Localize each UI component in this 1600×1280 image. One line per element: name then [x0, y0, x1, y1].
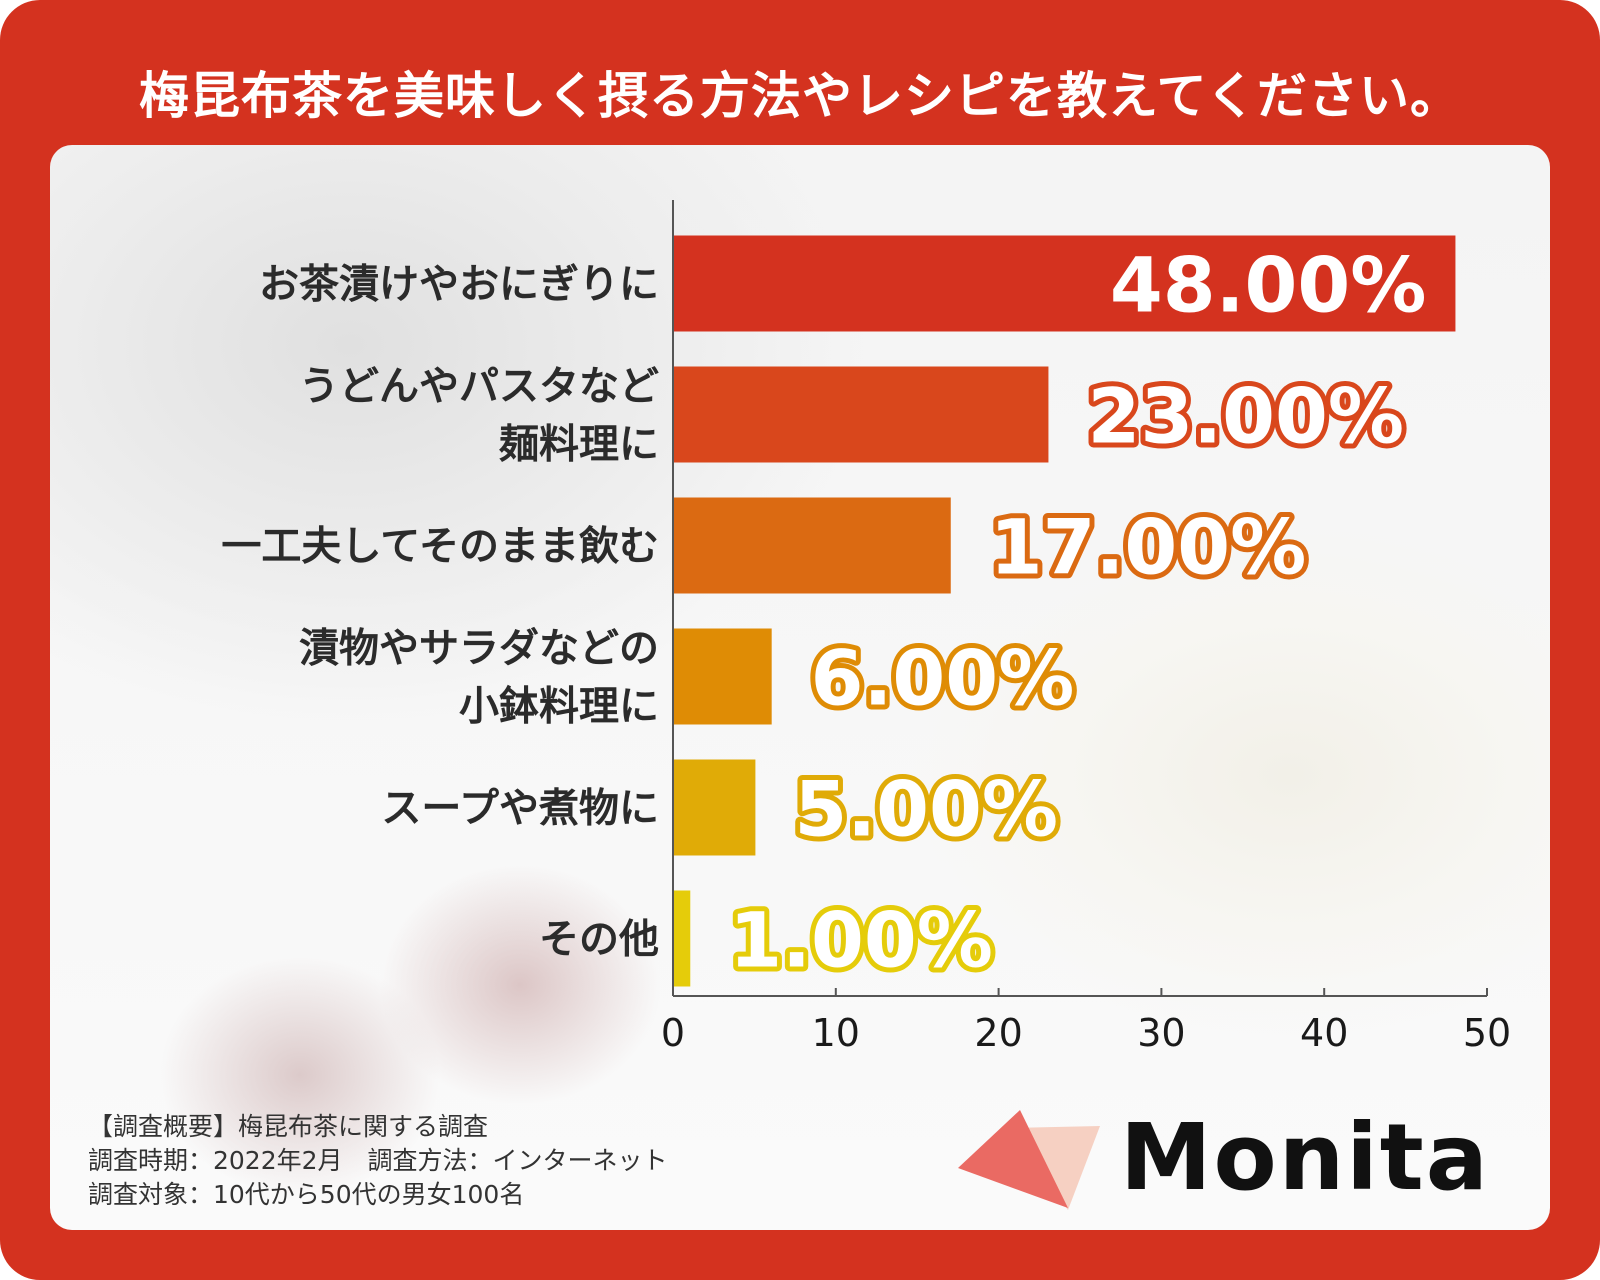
category-label: お茶漬けやおにぎりに [259, 262, 659, 308]
chart-title: 梅昆布茶を美味しく摂る方法やレシピを教えてください。 [139, 67, 1461, 125]
survey-summary-line-3: 調査対象：10代から50代の男女100名 [88, 1180, 525, 1209]
x-tick-label: 30 [1137, 1011, 1185, 1055]
logo-wordmark: Monita [1120, 1104, 1490, 1211]
survey-summary-line-1: 【調査概要】梅昆布茶に関する調査 [88, 1112, 489, 1141]
survey-summary: 【調査概要】梅昆布茶に関する調査 調査時期：2022年2月 調査方法：インターネ… [88, 1110, 668, 1212]
x-tick-label: 0 [661, 1011, 685, 1055]
bar [674, 235, 1456, 332]
bar [674, 366, 1049, 463]
x-tick-label: 40 [1300, 1011, 1348, 1055]
monita-logo: Monita [950, 1098, 1510, 1218]
x-tick-label: 20 [974, 1011, 1022, 1055]
category-label: 漬物やサラダなどの [299, 626, 659, 672]
category-label: その他 [539, 917, 659, 963]
category-label: うどんやパスタなど [299, 364, 659, 410]
category-label: 麺料理に [499, 422, 659, 468]
data-label: 23.00% [1087, 372, 1404, 461]
bar [674, 759, 756, 856]
bar [674, 890, 691, 987]
category-label: 一工夫してそのまま飲む [221, 524, 659, 570]
bar [674, 497, 951, 594]
data-label: 1.00% [729, 896, 993, 985]
data-label: 17.00% [990, 503, 1307, 592]
x-tick-label: 50 [1463, 1011, 1511, 1055]
bar [674, 628, 772, 725]
category-label: スープや煮物に [381, 786, 659, 832]
data-label: 48.00% [1110, 241, 1427, 330]
category-label: 小鉢料理に [459, 684, 659, 730]
data-label: 5.00% [794, 765, 1058, 854]
logo-triangle-icon [958, 1110, 1100, 1210]
data-label: 6.00% [811, 634, 1075, 723]
survey-summary-line-2: 調査時期：2022年2月 調査方法：インターネット [88, 1146, 668, 1175]
x-tick-label: 10 [812, 1011, 860, 1055]
